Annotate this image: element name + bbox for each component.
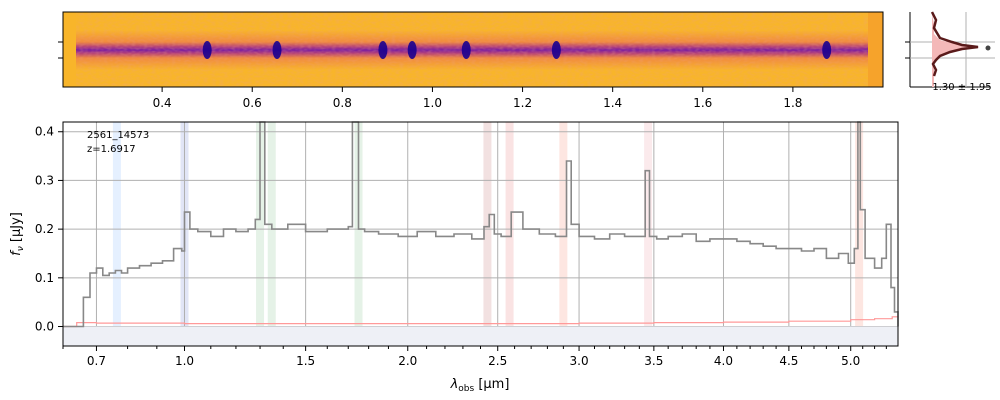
ytick-label-1: 0.1 <box>35 271 54 285</box>
xtick-label-6: 3.5 <box>644 354 663 368</box>
xtick-label-3: 2.0 <box>398 354 417 368</box>
top-xtick-label-5: 1.4 <box>603 96 622 110</box>
emission-blob-6 <box>822 41 832 59</box>
spectrum-2d-emission-blobs <box>202 41 832 59</box>
error-series-line <box>63 315 899 328</box>
ytick-label-0: 0.0 <box>35 320 54 334</box>
top-xtick-label-1: 0.6 <box>243 96 262 110</box>
x-axis-ticks: 0.7 1.0 1.5 2.0 2.5 3.0 3.5 4.0 4.5 5.0 <box>62 346 887 368</box>
spectrum-2d-panel: 0.4 0.6 0.8 1.0 1.2 1.4 1.6 1.8 <box>58 11 884 110</box>
emission-band-7 <box>559 122 568 346</box>
redshift-label: z=1.6917 <box>87 144 136 155</box>
object-id-label: 2561_14573 <box>87 130 149 141</box>
top-xtick-label-4: 1.2 <box>513 96 532 110</box>
xtick-label-0: 0.7 <box>87 354 106 368</box>
top-xtick-label-3: 1.0 <box>423 96 442 110</box>
ytick-label-2: 0.2 <box>35 222 54 236</box>
top-xtick-label-0: 0.4 <box>153 96 172 110</box>
spectrum-2d-right-edge <box>868 12 883 87</box>
emission-band-3 <box>267 122 276 346</box>
emission-band-9 <box>855 122 864 346</box>
emission-blob-1 <box>272 41 282 59</box>
xtick-label-4: 2.5 <box>488 354 507 368</box>
xtick-label-2: 1.5 <box>296 354 315 368</box>
spectrum-2d-frame <box>62 11 884 88</box>
emission-blob-4 <box>461 41 471 59</box>
emission-band-8 <box>644 122 653 346</box>
xtick-label-8: 4.5 <box>779 354 798 368</box>
emission-line-bands <box>112 122 864 346</box>
emission-blob-5 <box>551 41 561 59</box>
profile-marker <box>985 45 991 51</box>
top-xtick-label-2: 0.8 <box>333 96 352 110</box>
emission-blob-3 <box>407 41 417 59</box>
spectrum-2d-left-edge <box>63 12 76 87</box>
xtick-label-9: 5.0 <box>841 354 860 368</box>
emission-band-4 <box>354 122 363 346</box>
y-axis-ticks: 0.0 0.1 0.2 0.3 0.4 <box>35 125 63 334</box>
emission-band-5 <box>483 122 492 346</box>
profile-line <box>930 11 979 77</box>
spectrum-1d-panel: 0.7 1.0 1.5 2.0 2.5 3.0 3.5 4.0 4.5 5.0 0.0 0.1 0.2… <box>9 121 899 394</box>
below-zero-shade <box>63 326 898 346</box>
xtick-label-5: 3.0 <box>570 354 589 368</box>
xtick-label-7: 4.0 <box>714 354 733 368</box>
spectrum-2d-noise <box>63 12 883 87</box>
emission-blob-0 <box>202 41 212 59</box>
y-axis-title: fν [μJy] <box>9 212 26 256</box>
ytick-label-4: 0.4 <box>35 125 54 139</box>
profile-annotation: 1.30 ± 1.95 <box>932 82 991 93</box>
spectrum-series-line <box>63 121 899 328</box>
profile-panel: 1.30 ± 1.95 <box>905 11 995 93</box>
top-xtick-label-7: 1.8 <box>783 96 802 110</box>
emission-band-6 <box>505 122 514 346</box>
emission-band-2 <box>256 122 265 346</box>
xtick-label-1: 1.0 <box>175 354 194 368</box>
top-xtick-label-6: 1.6 <box>693 96 712 110</box>
emission-band-0 <box>112 122 121 346</box>
ytick-label-3: 0.3 <box>35 173 54 187</box>
x-axis-title: λobs [μm] <box>450 377 510 394</box>
emission-blob-2 <box>378 41 388 59</box>
spectrum-2d-x-ticks: 0.4 0.6 0.8 1.0 1.2 1.4 1.6 1.8 <box>153 87 802 110</box>
profile-fill <box>932 14 980 87</box>
